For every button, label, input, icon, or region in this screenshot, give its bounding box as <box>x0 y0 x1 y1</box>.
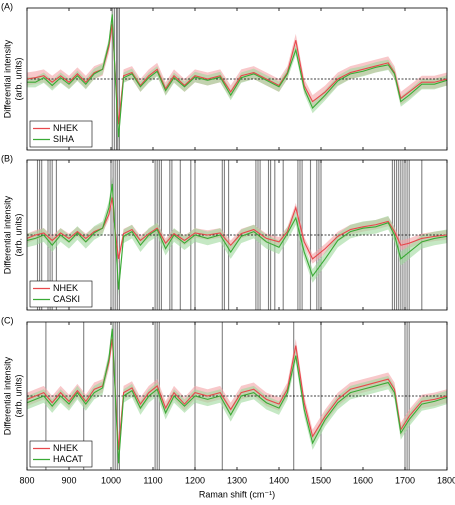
legend-label: NHEK <box>53 123 78 133</box>
legend-label: HACAT <box>53 454 83 464</box>
x-axis-label: Raman shift (cm⁻¹) <box>199 489 275 499</box>
legend-label: SIHA <box>53 134 74 144</box>
y-axis-label: (arb. units) <box>13 374 23 417</box>
y-axis-label: Differential intensity <box>2 356 12 435</box>
x-tick-label: 1000 <box>101 475 121 485</box>
panel-label: (A) <box>1 1 13 11</box>
series-line <box>27 183 447 290</box>
y-axis-label: (arb. units) <box>13 213 23 256</box>
y-axis-label: (arb. units) <box>13 57 23 100</box>
series-line <box>27 338 447 450</box>
series-line <box>27 14 447 138</box>
plot <box>27 322 447 470</box>
x-tick-label: 1600 <box>353 475 373 485</box>
legend-box <box>29 280 93 308</box>
legend-label: NHEK <box>53 443 78 453</box>
series-line <box>27 197 447 260</box>
y-axis-label: Differential intensity <box>2 39 12 118</box>
x-tick-label: 1100 <box>143 475 162 485</box>
confidence-band <box>27 9 447 143</box>
legend-box <box>29 120 93 148</box>
confidence-band <box>27 332 447 457</box>
x-tick-label: 1500 <box>311 475 331 485</box>
x-tick-label: 900 <box>61 475 76 485</box>
confidence-band <box>27 177 447 297</box>
legend-label: NHEK <box>53 283 78 293</box>
legend-box <box>29 440 93 468</box>
legend-label: CASKI <box>53 294 80 304</box>
plot <box>27 8 447 150</box>
panel-label: (C) <box>1 315 14 325</box>
plot <box>27 160 447 310</box>
x-tick-label: 1800 <box>437 475 455 485</box>
panel-label: (B) <box>1 153 13 163</box>
series-line <box>27 24 447 125</box>
x-tick-label: 1400 <box>269 475 289 485</box>
x-tick-label: 1200 <box>185 475 205 485</box>
y-axis-label: Differential intensity <box>2 195 12 274</box>
x-tick-label: 1300 <box>227 475 247 485</box>
x-tick-label: 1700 <box>395 475 415 485</box>
series-line <box>27 328 447 464</box>
x-tick-label: 800 <box>19 475 34 485</box>
